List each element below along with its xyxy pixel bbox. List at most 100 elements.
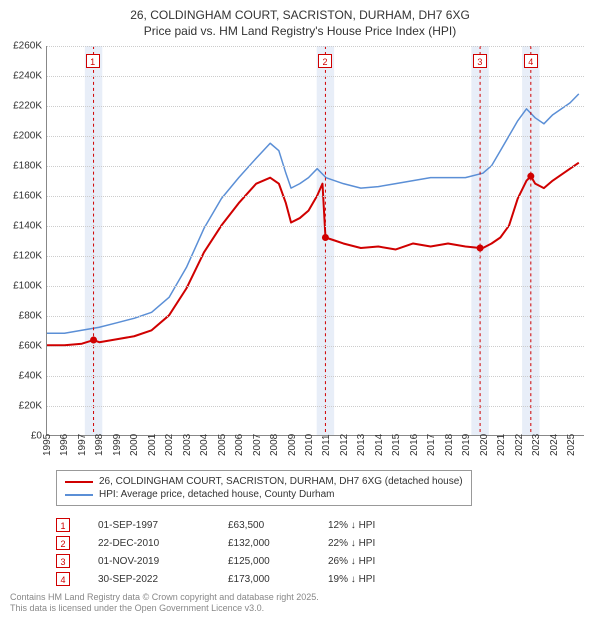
y-tick-label: £0 (2, 431, 42, 442)
sales-row-date: 01-SEP-1997 (98, 520, 228, 531)
y-tick-label: £60K (2, 341, 42, 352)
sales-row-delta: 19% ↓ HPI (328, 574, 418, 585)
sales-row-number: 4 (56, 572, 70, 586)
x-tick-label: 2023 (531, 434, 542, 456)
legend-swatch (65, 494, 93, 496)
x-tick-label: 1998 (94, 434, 105, 456)
y-tick-label: £120K (2, 251, 42, 262)
gridline-h (47, 46, 584, 47)
sales-row-price: £173,000 (228, 574, 328, 585)
x-tick-label: 2002 (164, 434, 175, 456)
x-tick-label: 2010 (304, 434, 315, 456)
x-tick-label: 1995 (42, 434, 53, 456)
footer-line1: Contains HM Land Registry data © Crown c… (10, 592, 319, 603)
gridline-h (47, 166, 584, 167)
series-hpi (47, 94, 579, 333)
x-tick-label: 2014 (374, 434, 385, 456)
sales-row-price: £125,000 (228, 556, 328, 567)
sale-number-box: 2 (318, 54, 332, 68)
footer-line2: This data is licensed under the Open Gov… (10, 603, 319, 614)
legend-label: HPI: Average price, detached house, Coun… (99, 489, 335, 500)
x-tick-label: 1999 (112, 434, 123, 456)
y-tick-label: £80K (2, 311, 42, 322)
y-tick-label: £200K (2, 131, 42, 142)
x-tick-label: 2017 (426, 434, 437, 456)
sale-point-marker (527, 173, 534, 180)
x-tick-label: 2024 (549, 434, 560, 456)
sale-point-marker (477, 244, 484, 251)
chart-title-line1: 26, COLDINGHAM COURT, SACRISTON, DURHAM,… (10, 8, 590, 24)
sales-row-delta: 12% ↓ HPI (328, 520, 418, 531)
legend-row: 26, COLDINGHAM COURT, SACRISTON, DURHAM,… (65, 475, 463, 488)
gridline-h (47, 76, 584, 77)
gridline-h (47, 256, 584, 257)
gridline-h (47, 406, 584, 407)
y-tick-label: £160K (2, 191, 42, 202)
y-tick-label: £180K (2, 161, 42, 172)
sales-row-number: 3 (56, 554, 70, 568)
chart-title-line2: Price paid vs. HM Land Registry's House … (10, 24, 590, 40)
gridline-h (47, 286, 584, 287)
gridline-h (47, 136, 584, 137)
chart-title-block: 26, COLDINGHAM COURT, SACRISTON, DURHAM,… (0, 0, 600, 41)
x-tick-label: 2004 (199, 434, 210, 456)
x-tick-label: 2016 (409, 434, 420, 456)
sale-number-box: 1 (86, 54, 100, 68)
sales-table-row: 301-NOV-2019£125,00026% ↓ HPI (56, 552, 418, 570)
sale-point-marker (322, 234, 329, 241)
x-tick-label: 2007 (252, 434, 263, 456)
series-price_paid (47, 163, 579, 346)
y-tick-label: £240K (2, 71, 42, 82)
y-tick-label: £220K (2, 101, 42, 112)
y-tick-label: £100K (2, 281, 42, 292)
chart-legend: 26, COLDINGHAM COURT, SACRISTON, DURHAM,… (56, 470, 472, 506)
sales-row-price: £63,500 (228, 520, 328, 531)
x-tick-label: 1996 (59, 434, 70, 456)
gridline-h (47, 196, 584, 197)
series-layer (47, 94, 579, 345)
gridline-h (47, 346, 584, 347)
sales-table: 1 01-SEP-1997£63,50012% ↓ HPI 2 22-DEC-2010… (56, 516, 418, 588)
x-tick-label: 2022 (514, 434, 525, 456)
x-tick-label: 2013 (356, 434, 367, 456)
x-tick-label: 2025 (566, 434, 577, 456)
x-tick-label: 2006 (234, 434, 245, 456)
x-tick-label: 2020 (479, 434, 490, 456)
sales-row-price: £132,000 (228, 538, 328, 549)
sales-row-delta: 26% ↓ HPI (328, 556, 418, 567)
x-tick-label: 1997 (77, 434, 88, 456)
sales-table-row: 4 30-SEP-2022£173,00019% ↓ HPI (56, 570, 418, 588)
x-tick-label: 2003 (182, 434, 193, 456)
x-tick-label: 2018 (444, 434, 455, 456)
footer-attribution: Contains HM Land Registry data © Crown c… (10, 592, 319, 614)
chart-plot-area (46, 46, 584, 436)
legend-row: HPI: Average price, detached house, Coun… (65, 488, 463, 501)
sales-table-row: 2 22-DEC-2010£132,00022% ↓ HPI (56, 534, 418, 552)
gridline-h (47, 106, 584, 107)
gridline-h (47, 226, 584, 227)
y-tick-label: £140K (2, 221, 42, 232)
sales-row-number: 2 (56, 536, 70, 550)
x-tick-label: 2011 (321, 434, 332, 456)
y-tick-label: £20K (2, 401, 42, 412)
sales-row-date: 22-DEC-2010 (98, 538, 228, 549)
sales-row-number: 1 (56, 518, 70, 532)
x-tick-label: 2005 (217, 434, 228, 456)
gridline-h (47, 376, 584, 377)
sale-point-marker (90, 337, 97, 344)
sale-number-box: 4 (524, 54, 538, 68)
x-tick-label: 2000 (129, 434, 140, 456)
sales-row-delta: 22% ↓ HPI (328, 538, 418, 549)
sales-table-row: 1 01-SEP-1997£63,50012% ↓ HPI (56, 516, 418, 534)
x-tick-label: 2015 (391, 434, 402, 456)
y-tick-label: £40K (2, 371, 42, 382)
legend-label: 26, COLDINGHAM COURT, SACRISTON, DURHAM,… (99, 476, 463, 487)
x-tick-label: 2012 (339, 434, 350, 456)
x-tick-label: 2021 (496, 434, 507, 456)
x-tick-label: 2019 (461, 434, 472, 456)
gridline-h (47, 316, 584, 317)
y-tick-label: £260K (2, 41, 42, 52)
x-tick-label: 2001 (147, 434, 158, 456)
sales-row-date: 30-SEP-2022 (98, 574, 228, 585)
legend-swatch (65, 481, 93, 483)
